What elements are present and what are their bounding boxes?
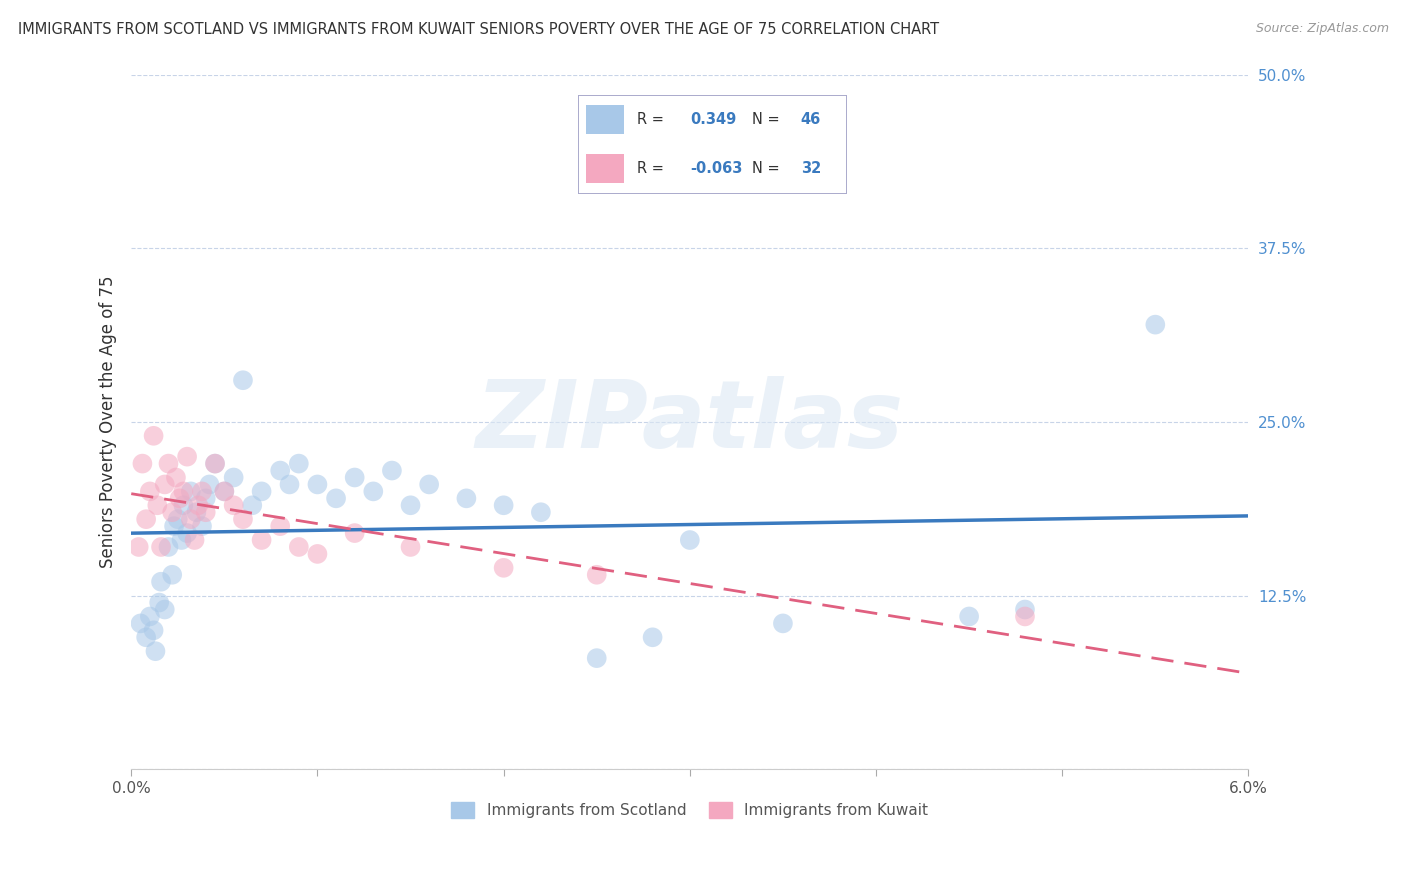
Point bbox=[222, 470, 245, 484]
Point bbox=[288, 540, 311, 554]
Point bbox=[142, 624, 165, 638]
Point bbox=[153, 477, 176, 491]
Point bbox=[194, 505, 217, 519]
Point bbox=[139, 609, 162, 624]
Point bbox=[343, 470, 366, 484]
Text: ZIPatlas: ZIPatlas bbox=[475, 376, 904, 468]
Point bbox=[957, 609, 980, 624]
Point bbox=[129, 616, 152, 631]
Point bbox=[157, 457, 180, 471]
Point bbox=[160, 567, 183, 582]
Point bbox=[146, 498, 169, 512]
Point bbox=[150, 574, 173, 589]
Point bbox=[772, 616, 794, 631]
Point bbox=[157, 540, 180, 554]
Point bbox=[307, 477, 329, 491]
Point bbox=[131, 457, 153, 471]
Point bbox=[585, 651, 607, 665]
Point bbox=[194, 491, 217, 506]
Point bbox=[214, 484, 236, 499]
Point bbox=[222, 498, 245, 512]
Point bbox=[363, 484, 385, 499]
Point bbox=[288, 457, 311, 471]
Point bbox=[269, 519, 291, 533]
Point bbox=[153, 602, 176, 616]
Y-axis label: Seniors Poverty Over the Age of 75: Seniors Poverty Over the Age of 75 bbox=[100, 276, 117, 568]
Point bbox=[148, 596, 170, 610]
Point bbox=[418, 477, 440, 491]
Point bbox=[240, 498, 263, 512]
Point bbox=[191, 519, 214, 533]
Point bbox=[381, 464, 404, 478]
Point bbox=[492, 498, 515, 512]
Point bbox=[128, 540, 150, 554]
Point bbox=[232, 373, 254, 387]
Point bbox=[278, 477, 301, 491]
Point bbox=[145, 644, 167, 658]
Point bbox=[135, 630, 157, 644]
Point bbox=[1144, 318, 1167, 332]
Point bbox=[456, 491, 478, 506]
Point bbox=[160, 505, 183, 519]
Point bbox=[307, 547, 329, 561]
Point bbox=[183, 533, 205, 547]
Point bbox=[176, 526, 198, 541]
Point bbox=[343, 526, 366, 541]
Point bbox=[269, 464, 291, 478]
Point bbox=[150, 540, 173, 554]
Point bbox=[180, 484, 202, 499]
Point bbox=[142, 429, 165, 443]
Point bbox=[172, 498, 194, 512]
Point bbox=[135, 512, 157, 526]
Point bbox=[399, 498, 422, 512]
Point bbox=[492, 561, 515, 575]
Point bbox=[585, 567, 607, 582]
Point bbox=[180, 512, 202, 526]
Text: Source: ZipAtlas.com: Source: ZipAtlas.com bbox=[1256, 22, 1389, 36]
Point bbox=[166, 512, 188, 526]
Point bbox=[169, 491, 191, 506]
Point bbox=[1014, 609, 1036, 624]
Point bbox=[172, 484, 194, 499]
Point bbox=[214, 484, 236, 499]
Point bbox=[170, 533, 193, 547]
Point bbox=[163, 519, 186, 533]
Point bbox=[204, 457, 226, 471]
Point bbox=[530, 505, 553, 519]
Point bbox=[139, 484, 162, 499]
Legend: Immigrants from Scotland, Immigrants from Kuwait: Immigrants from Scotland, Immigrants fro… bbox=[446, 796, 935, 824]
Point bbox=[641, 630, 664, 644]
Point bbox=[198, 477, 221, 491]
Text: IMMIGRANTS FROM SCOTLAND VS IMMIGRANTS FROM KUWAIT SENIORS POVERTY OVER THE AGE : IMMIGRANTS FROM SCOTLAND VS IMMIGRANTS F… bbox=[18, 22, 939, 37]
Point bbox=[232, 512, 254, 526]
Point bbox=[191, 484, 214, 499]
Point bbox=[204, 457, 226, 471]
Point bbox=[1014, 602, 1036, 616]
Point bbox=[176, 450, 198, 464]
Point bbox=[186, 505, 208, 519]
Point bbox=[325, 491, 347, 506]
Point bbox=[679, 533, 702, 547]
Point bbox=[399, 540, 422, 554]
Point bbox=[187, 498, 209, 512]
Point bbox=[165, 470, 187, 484]
Point bbox=[250, 484, 273, 499]
Point bbox=[250, 533, 273, 547]
